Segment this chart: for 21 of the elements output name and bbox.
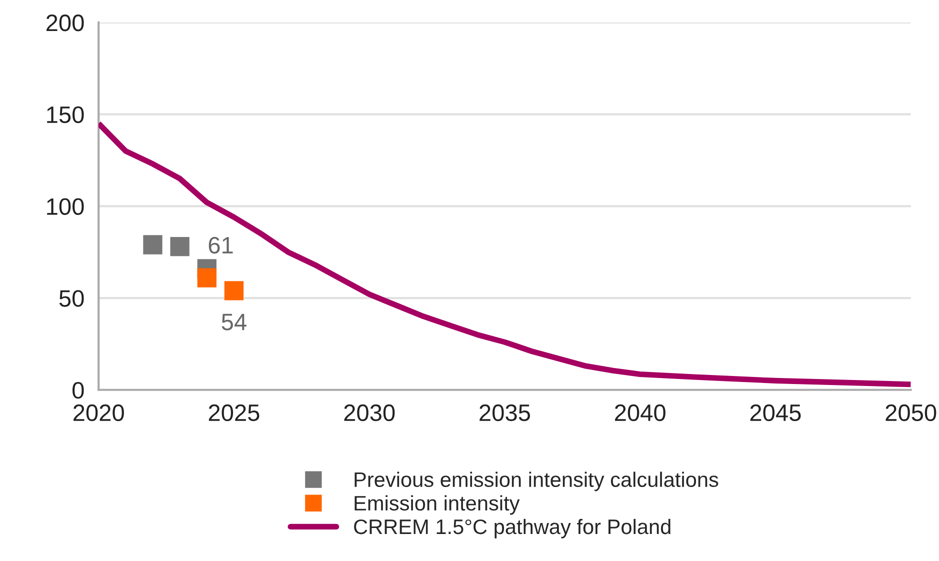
y-tick-label: 200	[46, 14, 84, 32]
x-tick-label: 2050	[886, 404, 936, 422]
point	[170, 237, 190, 256]
x-tick-label: 2020	[74, 404, 124, 422]
legend-label: Emission intensity	[354, 495, 520, 515]
point	[224, 281, 244, 300]
y-tick-label: 0	[72, 382, 84, 399]
x-tick-label: 2025	[208, 404, 260, 422]
data-label: 61	[208, 236, 233, 254]
x-tick-label: 2040	[615, 404, 666, 422]
point	[197, 268, 216, 288]
legend-label: CRREM 1.5°C pathway for Poland	[354, 518, 670, 538]
point	[143, 235, 162, 254]
x-tick-label: 2030	[344, 404, 395, 422]
legend-label: Previous emission intensity calculations	[354, 472, 718, 492]
data-label: 54	[222, 314, 246, 330]
y-tick-label: 150	[47, 106, 84, 124]
y-tick-label: 50	[59, 290, 84, 307]
x-tick-label: 2035	[480, 404, 530, 422]
x-tick-label: 2045	[750, 404, 801, 422]
y-tick-label: 100	[47, 198, 84, 215]
